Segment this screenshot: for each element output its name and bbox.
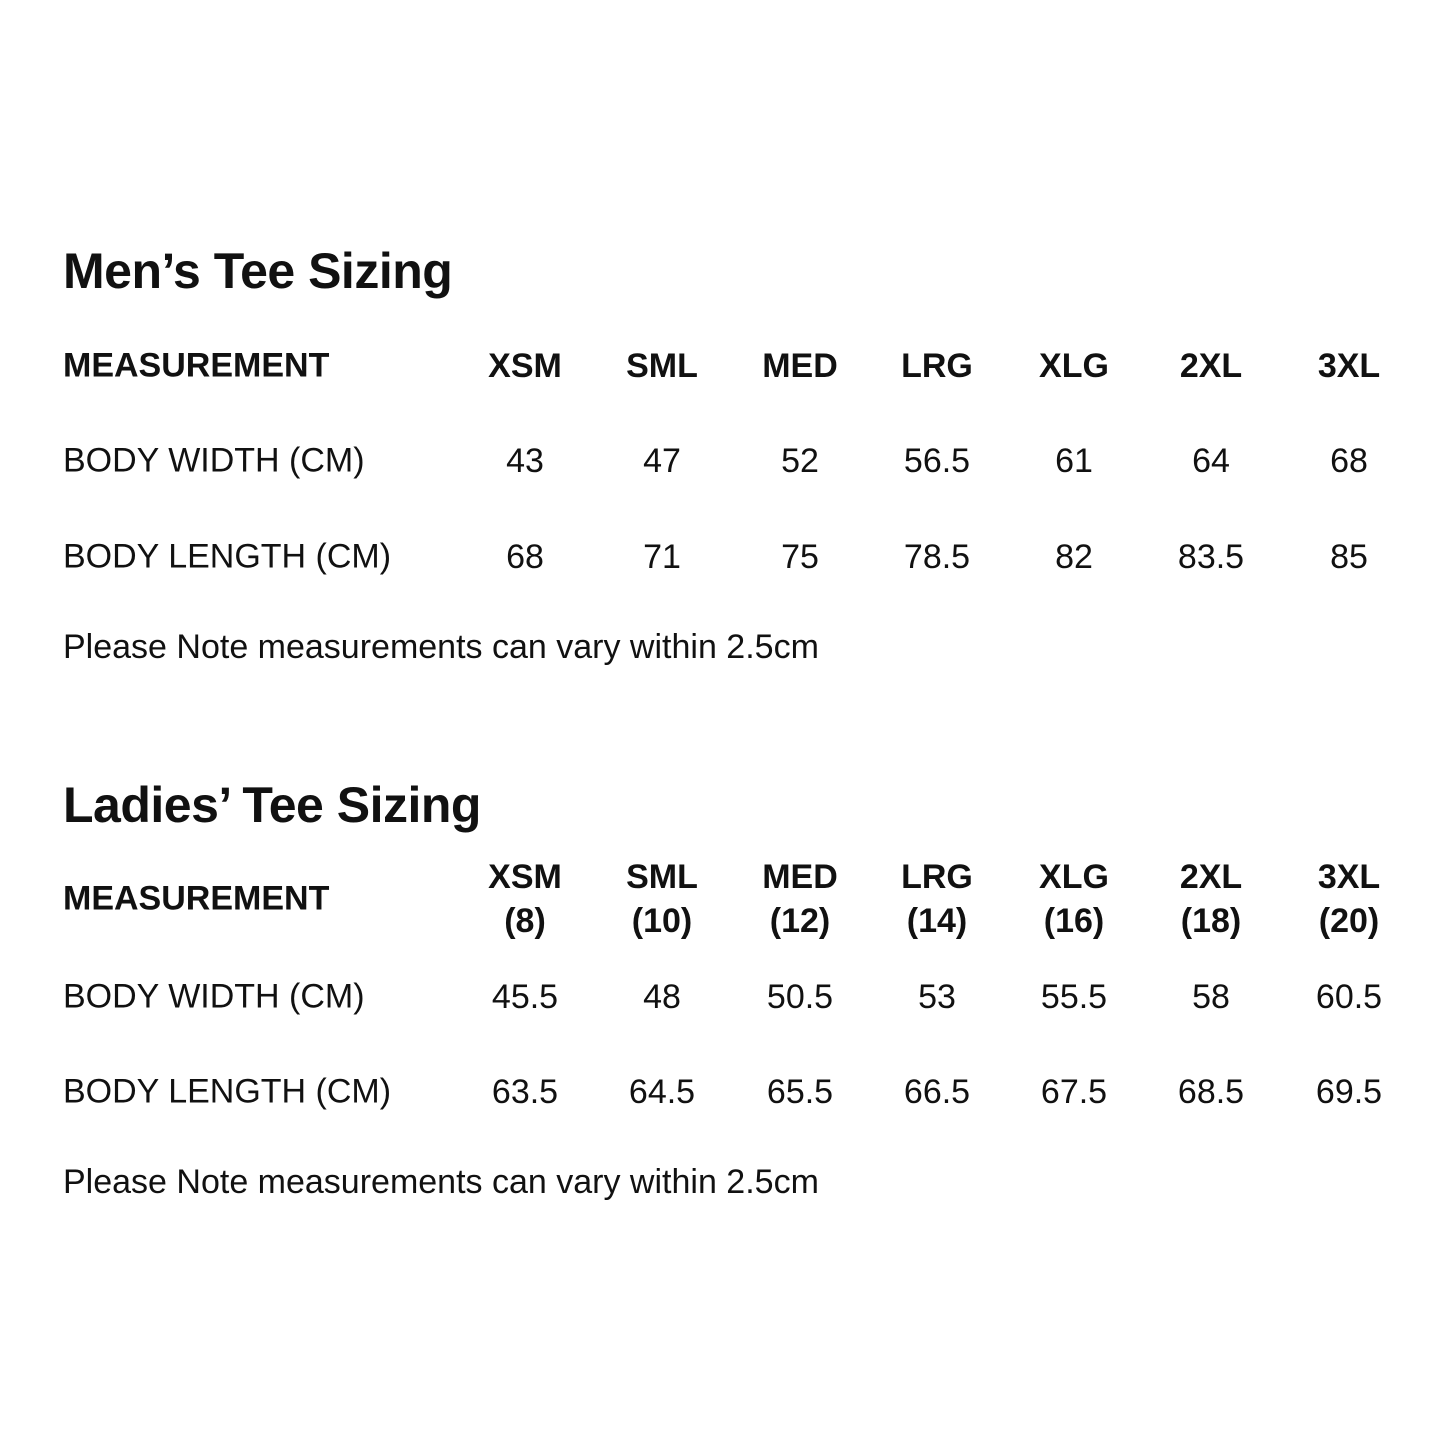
- column-header: SML: [626, 344, 698, 388]
- column-header-line: (10): [631, 902, 693, 940]
- column-header: XLG: [1039, 344, 1109, 388]
- table-cell: 78.5: [903, 538, 971, 576]
- column-header-line: 3XL: [1317, 347, 1381, 385]
- table-cell: 55.5: [1040, 978, 1108, 1016]
- column-header-line: (18): [1180, 902, 1242, 940]
- column-header-line: XSM: [488, 347, 562, 385]
- table-cell: 68: [506, 538, 544, 576]
- row-label: BODY LENGTH (CM): [63, 1072, 392, 1111]
- column-header: XSM (8): [488, 855, 562, 943]
- column-header: LRG (14): [901, 855, 973, 943]
- table-row: BODY LENGTH (CM) 68 71 75 78.5 82 83.5 85: [0, 512, 1445, 602]
- table-cell: 69.5: [1315, 1073, 1383, 1111]
- table-cell: 47: [643, 442, 681, 480]
- table-row: BODY LENGTH (CM) 63.5 64.5 65.5 66.5 67.5 68.5…: [0, 1047, 1445, 1137]
- table-cell: 83.5: [1177, 538, 1245, 576]
- column-header-line: XLG: [1039, 347, 1109, 385]
- table-header-row: MEASUREMENT XSM SML MED LRG XLG 2XL 3XL: [0, 321, 1445, 411]
- column-header-line: MED: [762, 347, 838, 385]
- column-header-line: (16): [1043, 902, 1105, 940]
- table-cell: 60.5: [1315, 978, 1383, 1016]
- table-cell: 50.5: [766, 978, 834, 1016]
- table-cell: 85: [1330, 538, 1368, 576]
- table-cell: 75: [781, 538, 819, 576]
- table-cell: 61: [1055, 442, 1093, 480]
- header-label: MEASUREMENT: [63, 346, 330, 385]
- row-label: BODY WIDTH (CM): [63, 441, 365, 480]
- table-cell: 66.5: [903, 1073, 971, 1111]
- column-header-line: MED: [762, 858, 838, 896]
- table-cell: 82: [1055, 538, 1093, 576]
- column-header: 3XL: [1318, 344, 1380, 388]
- column-header-line: (12): [769, 902, 831, 940]
- column-header: SML (10): [626, 855, 698, 943]
- column-header-line: (20): [1318, 902, 1380, 940]
- table-cell: 52: [781, 442, 819, 480]
- table-cell: 48: [643, 978, 681, 1016]
- measurement-note: Please Note measurements can vary within…: [63, 1163, 819, 1201]
- table-cell: 64: [1192, 442, 1230, 480]
- table-cell: 65.5: [766, 1073, 834, 1111]
- section-title: Ladies’ Tee Sizing: [63, 777, 481, 833]
- header-label: MEASUREMENT: [63, 879, 330, 918]
- column-header-line: LRG: [901, 347, 973, 385]
- column-header-line: SML: [626, 347, 698, 385]
- column-header: MED (12): [762, 855, 838, 943]
- column-header-line: (14): [906, 902, 968, 940]
- column-header-line: 3XL: [1317, 858, 1381, 896]
- column-header: 2XL: [1180, 344, 1242, 388]
- column-header-line: XLG: [1039, 858, 1109, 896]
- column-header: MED: [762, 344, 838, 388]
- row-label: BODY WIDTH (CM): [63, 977, 365, 1016]
- row-label: BODY LENGTH (CM): [63, 537, 392, 576]
- table-cell: 43: [506, 442, 544, 480]
- table-cell: 68: [1330, 442, 1368, 480]
- table-cell: 67.5: [1040, 1073, 1108, 1111]
- column-header-line: SML: [626, 858, 698, 896]
- measurement-note: Please Note measurements can vary within…: [63, 628, 819, 666]
- table-cell: 56.5: [903, 442, 971, 480]
- column-header: 3XL (20): [1318, 855, 1380, 943]
- column-header-line: LRG: [901, 858, 973, 896]
- column-header-line: 2XL: [1179, 858, 1243, 896]
- column-header-line: (8): [504, 902, 546, 940]
- table-cell: 53: [918, 978, 956, 1016]
- table-row: BODY WIDTH (CM) 43 47 52 56.5 61 64 68: [0, 416, 1445, 506]
- column-header: XSM: [488, 344, 562, 388]
- table-cell: 68.5: [1177, 1073, 1245, 1111]
- table-cell: 45.5: [491, 978, 559, 1016]
- table-cell: 71: [643, 538, 681, 576]
- column-header: 2XL (18): [1180, 855, 1242, 943]
- column-header: LRG: [901, 344, 973, 388]
- table-header-row: MEASUREMENT XSM (8) SML (10) MED (12) LRG (14) XL…: [0, 854, 1445, 944]
- column-header-line: XSM: [488, 858, 562, 896]
- table-row: BODY WIDTH (CM) 45.5 48 50.5 53 55.5 58 60.5: [0, 952, 1445, 1042]
- table-cell: 58: [1192, 978, 1230, 1016]
- column-header: XLG (16): [1039, 855, 1109, 943]
- column-header-line: 2XL: [1179, 347, 1243, 385]
- table-cell: 64.5: [628, 1073, 696, 1111]
- table-cell: 63.5: [491, 1073, 559, 1111]
- section-title: Men’s Tee Sizing: [63, 243, 453, 299]
